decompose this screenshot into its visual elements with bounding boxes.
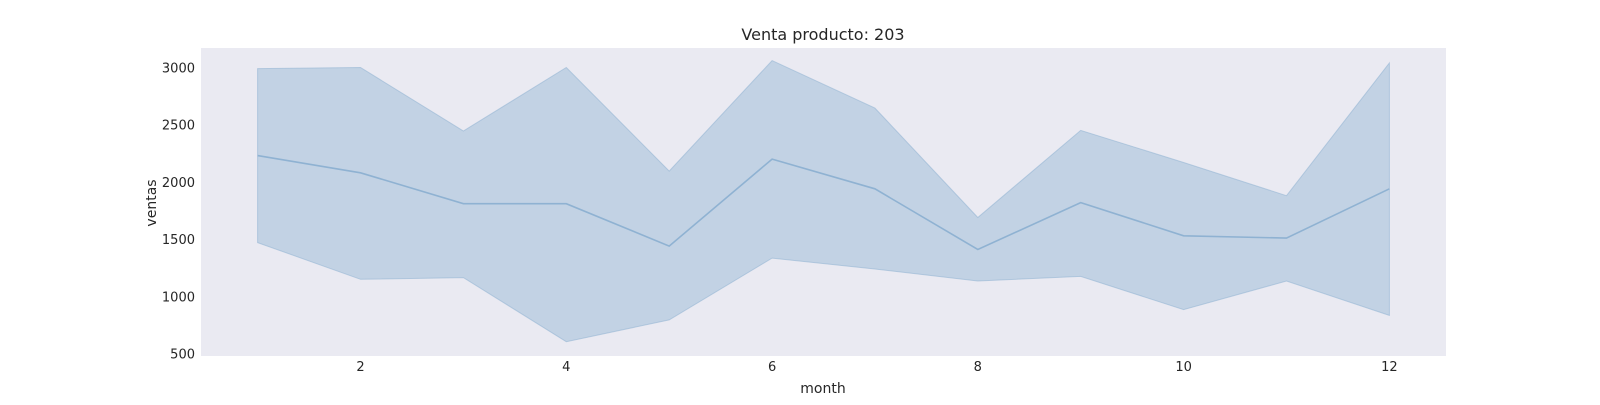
y-tick-label: 500	[170, 348, 195, 363]
y-axis-label: ventas	[144, 179, 160, 226]
x-tick-label: 8	[974, 360, 982, 375]
y-tick-label: 2500	[162, 119, 195, 134]
y-tick-label: 3000	[162, 62, 195, 77]
y-tick-label: 1500	[162, 233, 195, 248]
x-tick-label: 6	[768, 360, 776, 375]
y-tick-labels: 500 1000 1500 2000 2500 3000	[162, 62, 195, 363]
x-tick-labels: 2 4 6 8 10 12	[356, 360, 1397, 375]
x-tick-label: 2	[356, 360, 364, 375]
x-tick-label: 12	[1381, 360, 1398, 375]
chart-title: Venta producto: 203	[741, 25, 904, 44]
x-axis-label: month	[800, 381, 845, 397]
x-tick-label: 10	[1175, 360, 1192, 375]
y-tick-label: 1000	[162, 291, 195, 306]
y-tick-label: 2000	[162, 176, 195, 191]
x-tick-label: 4	[562, 360, 570, 375]
